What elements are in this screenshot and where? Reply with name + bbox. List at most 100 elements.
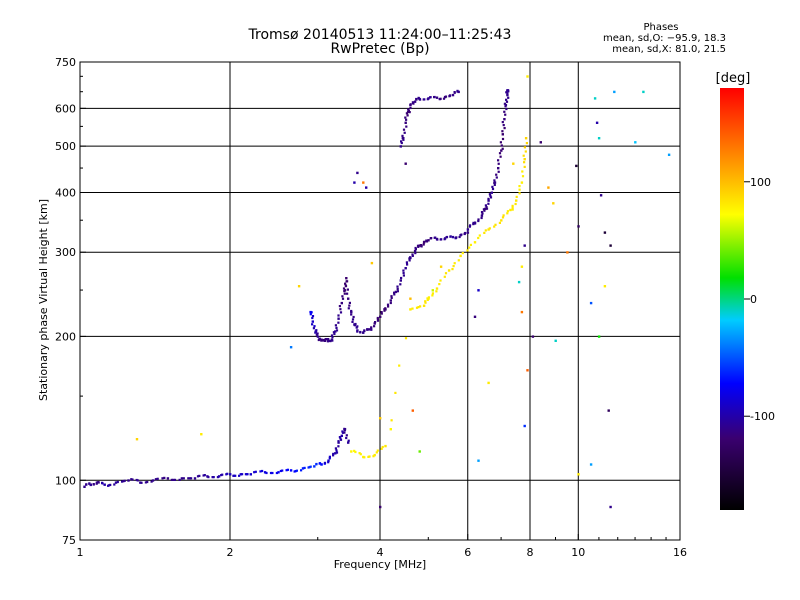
- series-group: [399, 89, 460, 148]
- data-point: [518, 188, 521, 191]
- data-point: [389, 299, 392, 302]
- data-point: [418, 450, 421, 453]
- data-point: [525, 142, 528, 145]
- data-point: [400, 140, 403, 143]
- data-point: [489, 194, 492, 197]
- data-point: [597, 335, 601, 338]
- data-point: [433, 95, 436, 99]
- data-point: [488, 227, 491, 230]
- data-point: [427, 239, 430, 242]
- x-tick-label: 2: [227, 546, 234, 559]
- data-point: [320, 463, 323, 466]
- data-point: [387, 305, 390, 308]
- data-point: [335, 449, 338, 452]
- data-point: [163, 476, 166, 479]
- data-point: [202, 474, 205, 477]
- data-point: [396, 290, 399, 293]
- data-point: [332, 452, 335, 455]
- y-tick-label: 750: [55, 56, 76, 69]
- data-point: [373, 453, 376, 457]
- data-point: [506, 93, 509, 97]
- data-point: [334, 447, 337, 450]
- data-point: [275, 471, 278, 475]
- data-point: [415, 306, 419, 309]
- data-point: [511, 206, 514, 209]
- data-point: [339, 438, 343, 441]
- data-point: [424, 300, 427, 303]
- data-point: [447, 269, 451, 272]
- data-point: [505, 91, 508, 94]
- data-point: [384, 444, 387, 448]
- data-point: [517, 280, 521, 284]
- data-point: [468, 246, 471, 249]
- data-point: [109, 483, 112, 486]
- data-point: [634, 141, 637, 144]
- data-point: [356, 330, 359, 333]
- data-point: [477, 218, 480, 221]
- data-point: [472, 221, 475, 224]
- data-point: [346, 288, 349, 291]
- data-point: [348, 304, 351, 307]
- data-point: [116, 480, 119, 484]
- data-point: [323, 461, 327, 464]
- data-point: [249, 473, 252, 476]
- data-point: [190, 477, 193, 480]
- series-group: [135, 75, 671, 509]
- data-point: [340, 434, 343, 437]
- data-point: [356, 325, 359, 328]
- data-point: [144, 481, 147, 484]
- data-point: [309, 465, 312, 468]
- data-point: [166, 477, 170, 480]
- data-point: [495, 176, 498, 179]
- data-point: [383, 309, 386, 312]
- data-point: [337, 445, 340, 448]
- data-point: [234, 474, 237, 477]
- data-point: [315, 329, 318, 332]
- data-point: [424, 301, 427, 304]
- data-point: [480, 214, 484, 217]
- data-point: [597, 137, 601, 140]
- data-point: [89, 483, 92, 487]
- data-point: [477, 459, 480, 462]
- data-point: [589, 463, 593, 466]
- data-point: [595, 121, 599, 124]
- data-point: [503, 110, 506, 113]
- data-point: [88, 482, 91, 485]
- y-tick-label: 400: [55, 186, 76, 199]
- data-point: [404, 116, 407, 119]
- data-point: [375, 451, 378, 454]
- data-point: [328, 457, 331, 460]
- data-point: [315, 333, 318, 336]
- data-point: [506, 212, 509, 215]
- data-point: [337, 441, 340, 444]
- data-point: [200, 433, 203, 436]
- data-point: [458, 235, 461, 239]
- data-point: [253, 471, 256, 474]
- data-point: [431, 292, 434, 295]
- data-point: [487, 202, 490, 205]
- data-point: [407, 109, 410, 112]
- data-point: [347, 307, 350, 310]
- data-point: [229, 473, 232, 476]
- data-point: [259, 470, 262, 473]
- data-point: [101, 482, 104, 485]
- data-point: [187, 477, 190, 480]
- data-point: [480, 216, 483, 220]
- data-point: [400, 141, 403, 145]
- data-point: [500, 144, 503, 147]
- data-point: [345, 436, 348, 440]
- data-point: [539, 141, 542, 144]
- data-point: [408, 111, 411, 114]
- data-point: [490, 191, 493, 194]
- data-point: [451, 93, 455, 97]
- data-point: [484, 229, 487, 232]
- data-point: [524, 137, 528, 140]
- y-tick-label: 300: [55, 246, 76, 259]
- grid-lines: [80, 62, 680, 540]
- data-point: [173, 478, 177, 481]
- data-point: [419, 98, 422, 101]
- data-point: [135, 438, 139, 441]
- data-point: [523, 244, 526, 247]
- data-point: [83, 485, 86, 488]
- data-point: [399, 283, 402, 286]
